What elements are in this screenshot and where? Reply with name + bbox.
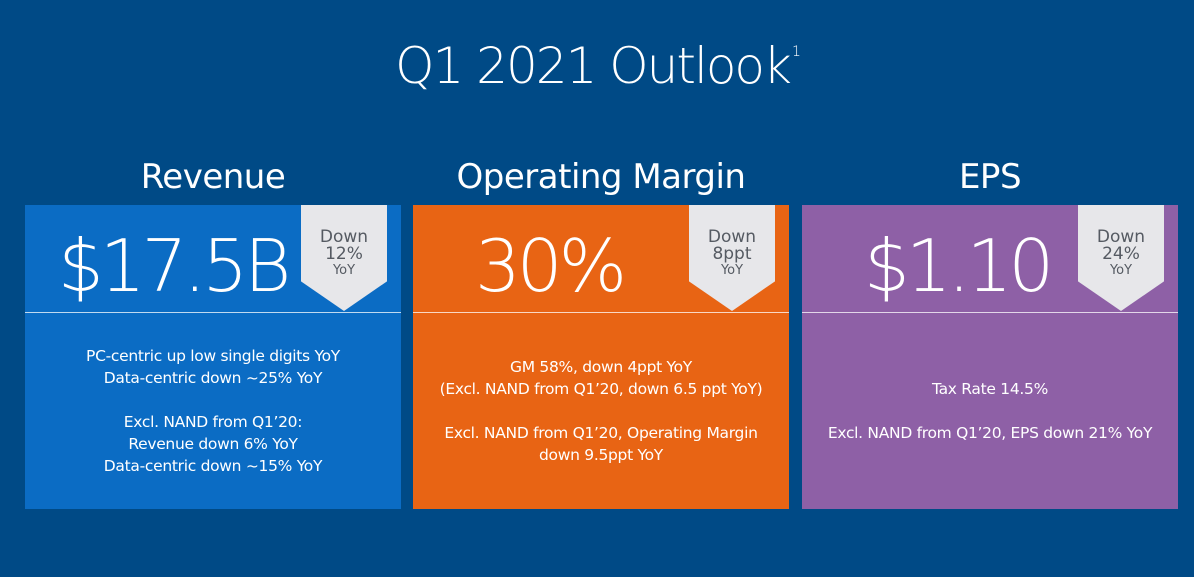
detail-line: Tax Rate 14.5% xyxy=(931,380,1048,398)
eps-value: $1.10 xyxy=(864,224,1054,308)
slide-title: Q1 2021 Outlook 1 xyxy=(0,36,1194,96)
badge-period: YoY xyxy=(1109,263,1133,278)
revenue-heading: Revenue xyxy=(140,157,286,197)
badge-amount: 8ppt xyxy=(712,244,752,264)
badge-amount: 12% xyxy=(325,244,363,264)
revenue-card: $17.5B Down 12% YoY PC-centric up low si… xyxy=(25,205,401,509)
card-divider xyxy=(413,312,789,313)
detail-line: Revenue down 6% YoY xyxy=(128,435,298,453)
operating-margin-change-badge: Down 8ppt YoY xyxy=(689,205,775,311)
detail-line: Data-centric down ~15% YoY xyxy=(103,457,323,475)
revenue-change-badge: Down 12% YoY xyxy=(301,205,387,311)
badge-direction: Down xyxy=(707,227,757,247)
detail-line: Excl. NAND from Q1’20, Operating Margin xyxy=(444,424,758,442)
detail-line: Excl. NAND from Q1’20, EPS down 21% YoY xyxy=(827,424,1153,442)
operating-margin-value: 30% xyxy=(475,224,627,308)
slide-title-text: Q1 2021 Outlook xyxy=(395,37,792,95)
detail-line: (Excl. NAND from Q1’20, down 6.5 ppt YoY… xyxy=(439,380,763,398)
card-divider xyxy=(25,312,401,313)
operating-margin-heading: Operating Margin xyxy=(456,157,746,197)
revenue-details: PC-centric up low single digits YoY Data… xyxy=(25,313,401,509)
title-footnote-marker: 1 xyxy=(791,44,801,60)
eps-heading: EPS xyxy=(958,157,1022,197)
badge-direction: Down xyxy=(1096,227,1146,247)
badge-direction: Down xyxy=(319,227,369,247)
detail-line: PC-centric up low single digits YoY xyxy=(86,347,340,365)
eps-details: Tax Rate 14.5% Excl. NAND from Q1’20, EP… xyxy=(802,313,1178,509)
eps-change-badge: Down 24% YoY xyxy=(1078,205,1164,311)
badge-period: YoY xyxy=(720,263,744,278)
badge-amount: 24% xyxy=(1102,244,1140,264)
detail-line: GM 58%, down 4ppt YoY xyxy=(510,358,692,376)
badge-period: YoY xyxy=(332,263,356,278)
detail-line: down 9.5ppt YoY xyxy=(539,446,663,464)
card-divider xyxy=(802,312,1178,313)
revenue-value: $17.5B xyxy=(58,224,291,308)
detail-line: Excl. NAND from Q1’20: xyxy=(123,413,303,431)
operating-margin-details: GM 58%, down 4ppt YoY (Excl. NAND from Q… xyxy=(413,313,789,509)
detail-line: Data-centric down ~25% YoY xyxy=(103,369,323,387)
eps-card: $1.10 Down 24% YoY Tax Rate 14.5% Excl. … xyxy=(802,205,1178,509)
operating-margin-card: 30% Down 8ppt YoY GM 58%, down 4ppt YoY … xyxy=(413,205,789,509)
